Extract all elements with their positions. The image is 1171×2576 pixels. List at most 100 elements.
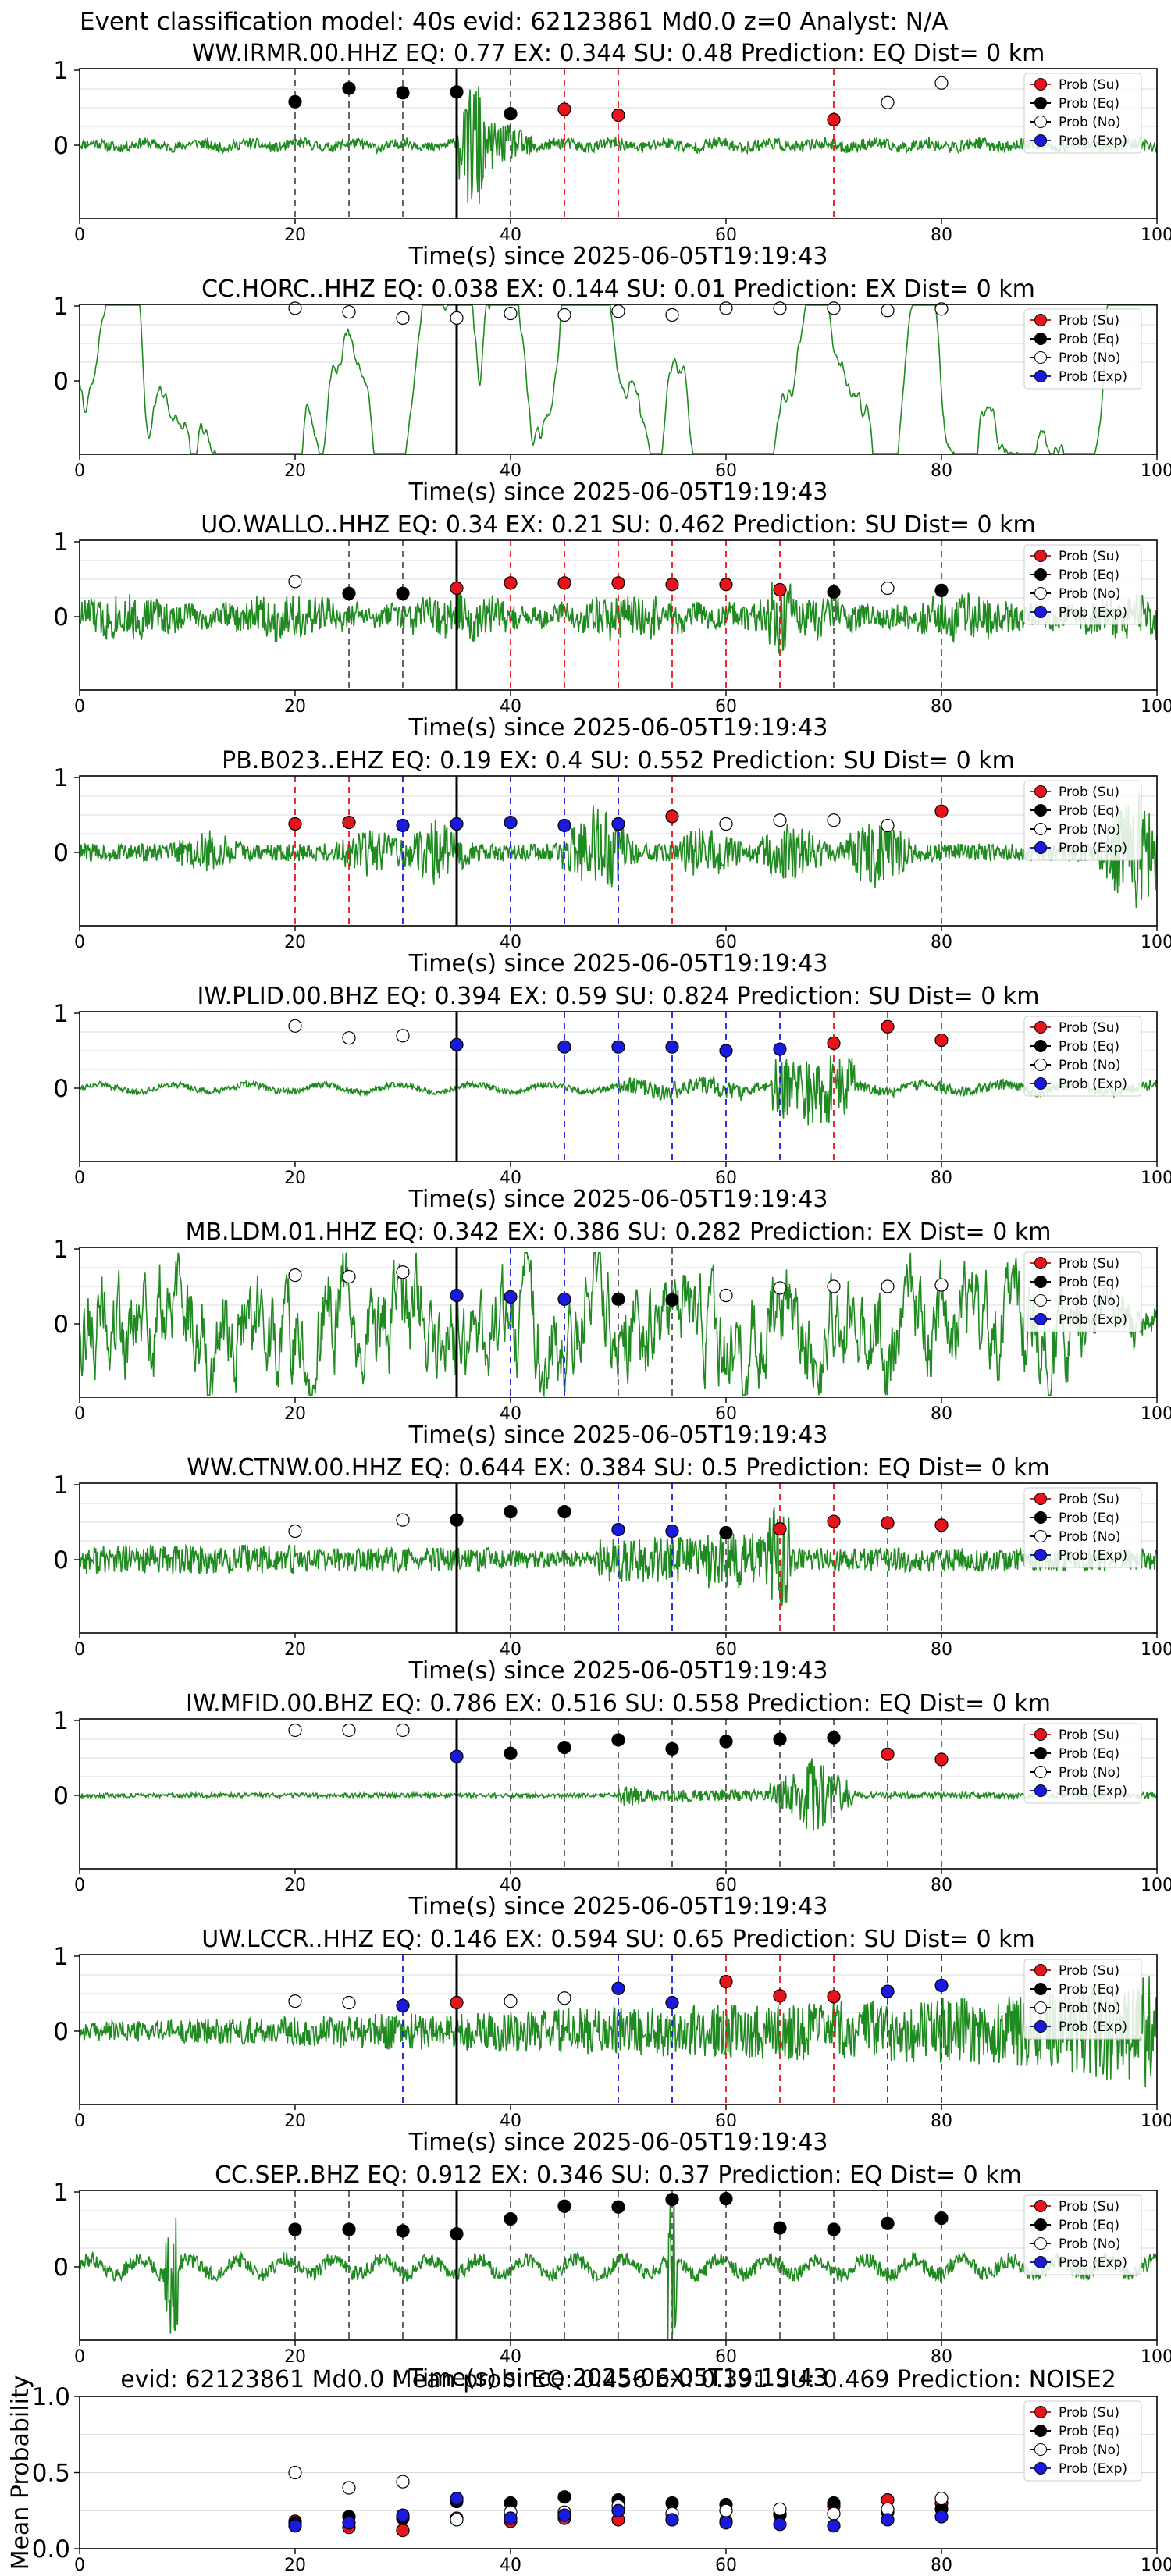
- legend: Prob (Su) Prob (Eq) Prob (No) Prob (Exp): [1023, 1016, 1142, 1097]
- ytick-label: 0.5: [32, 2460, 70, 2488]
- prob-marker: [396, 1513, 410, 1527]
- legend-marker: [1034, 1313, 1047, 1325]
- xtick-label: 60: [715, 2347, 737, 2367]
- xtick-label: 20: [284, 933, 306, 952]
- waveform-trace: [79, 582, 1158, 654]
- prob-marker: [934, 1752, 949, 1767]
- ytick-label: 0: [53, 1782, 69, 1810]
- legend-marker: [1034, 1294, 1047, 1307]
- x-axis-label: Time(s) since 2025-06-05T19:19:43: [408, 714, 828, 742]
- xtick-label: 40: [500, 2112, 521, 2131]
- mean-prob-marker: [557, 2490, 571, 2504]
- xtick-label: 40: [500, 461, 521, 481]
- legend-label: Prob (Su): [1059, 2405, 1119, 2421]
- waveform-trace: [79, 1758, 1158, 1831]
- xtick-label: 100: [1141, 1876, 1171, 1895]
- legend-label: Prob (Su): [1059, 549, 1119, 564]
- legend-label: Prob (Su): [1059, 1727, 1119, 1743]
- legend-box: [1023, 1487, 1142, 1568]
- waveform-panel: IW.PLID.00.BHZ EQ: 0.394 EX: 0.59 SU: 0.…: [53, 983, 1171, 1213]
- ytick-label: 1: [53, 1236, 69, 1264]
- x-axis-label: Time(s) since 2025-06-05T19:19:43: [408, 950, 828, 977]
- ytick-label: 1: [53, 293, 69, 321]
- prob-marker: [342, 305, 356, 319]
- axes-frame: [79, 1954, 1158, 2105]
- legend-marker: [1034, 134, 1047, 147]
- mean-prob-marker: [827, 2507, 841, 2521]
- legend-label: Prob (No): [1059, 115, 1121, 130]
- legend-label: Prob (No): [1059, 586, 1121, 602]
- prob-marker: [773, 301, 787, 315]
- xtick-label: 100: [1141, 2556, 1171, 2575]
- prob-marker: [665, 809, 679, 824]
- prob-marker: [827, 301, 841, 315]
- prob-marker: [504, 815, 518, 830]
- xtick-label: 0: [74, 2347, 85, 2367]
- ytick-label: 0: [53, 1311, 69, 1339]
- prob-marker: [504, 2211, 518, 2226]
- ytick-label: 0: [53, 368, 69, 396]
- axes-frame: [79, 1718, 1158, 1870]
- prob-marker: [773, 1522, 787, 1536]
- y-axis-label: Mean Probability: [7, 2375, 34, 2571]
- prob-marker: [611, 1292, 625, 1306]
- xtick-label: 40: [500, 1404, 521, 1424]
- prob-marker: [557, 1504, 571, 1519]
- legend-label: Prob (Exp): [1059, 1548, 1127, 1564]
- prob-marker: [665, 308, 679, 322]
- mean-prob-marker: [934, 2510, 949, 2524]
- mean-prob-marker: [773, 2517, 787, 2532]
- prob-marker: [934, 76, 949, 90]
- ytick-label: 1: [53, 764, 69, 792]
- xtick-label: 0: [74, 2112, 85, 2131]
- prob-marker: [342, 1269, 356, 1284]
- legend-label: Prob (Exp): [1059, 2255, 1127, 2271]
- legend-marker: [1034, 587, 1047, 600]
- legend-marker: [1034, 314, 1047, 326]
- prob-marker: [773, 1281, 787, 1295]
- prob-marker: [450, 1288, 464, 1303]
- prob-marker: [881, 304, 895, 318]
- legend-label: Prob (No): [1059, 350, 1121, 366]
- x-axis-label: Time(s) since 2025-06-05T19:19:43: [408, 2129, 828, 2156]
- prob-marker: [450, 1037, 464, 1051]
- prob-marker: [934, 302, 949, 316]
- prob-marker: [934, 1278, 949, 1292]
- legend-marker: [1034, 804, 1047, 817]
- prob-marker: [288, 1524, 302, 1539]
- legend-box: [1023, 1251, 1142, 1332]
- ytick-label: 1: [53, 57, 69, 85]
- xtick-label: 40: [500, 933, 521, 952]
- mean-panel: evid: 62123861 Md0.0 Mean prob: EQ: 0.45…: [7, 2366, 1171, 2575]
- xtick-label: 40: [500, 226, 521, 245]
- legend-marker: [1034, 2218, 1047, 2231]
- legend-label: Prob (Eq): [1059, 568, 1119, 583]
- prob-marker: [827, 112, 841, 126]
- xtick-label: 80: [931, 2347, 952, 2367]
- legend-marker: [1034, 1257, 1047, 1269]
- prob-marker: [611, 1733, 625, 1747]
- prob-marker: [934, 1518, 949, 1532]
- prob-marker: [934, 1033, 949, 1048]
- legend-label: Prob (Eq): [1059, 1982, 1119, 1998]
- ytick-label: 0: [53, 2254, 69, 2282]
- ytick-label: 1: [53, 1943, 69, 1971]
- legend-label: Prob (Su): [1059, 785, 1119, 800]
- prob-marker: [396, 818, 410, 833]
- xtick-label: 80: [931, 461, 952, 481]
- prob-marker: [611, 817, 625, 831]
- mean-prob-marker: [342, 2516, 356, 2530]
- legend-marker: [1034, 116, 1047, 128]
- xtick-label: 60: [715, 226, 737, 245]
- legend-box: [1023, 1016, 1142, 1097]
- legend-box: [1023, 780, 1142, 861]
- prob-marker: [611, 109, 625, 123]
- prob-marker: [557, 308, 571, 322]
- prob-marker: [504, 1504, 518, 1519]
- mean-prob-marker: [934, 2492, 949, 2506]
- legend-box: [1023, 73, 1142, 154]
- legend-label: Prob (Eq): [1059, 1746, 1119, 1762]
- prob-marker: [611, 576, 625, 590]
- xtick-label: 100: [1141, 1169, 1171, 1188]
- ytick-label: 0: [53, 839, 69, 867]
